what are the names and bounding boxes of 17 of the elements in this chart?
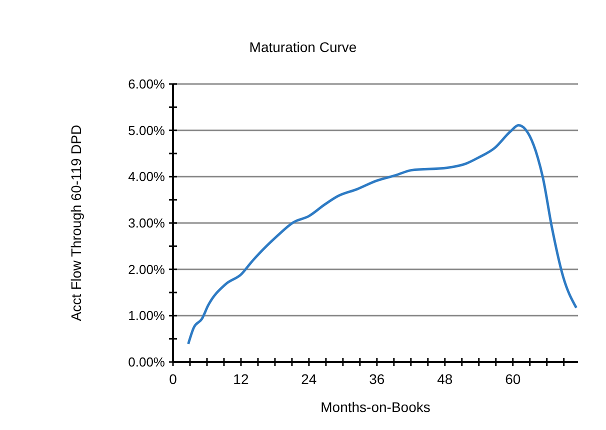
y-tick-label: 2.00% [128,262,166,277]
y-tick-label: 4.00% [128,169,166,184]
y-tick-label: 6.00% [128,76,166,92]
y-tick-label: 0.00% [128,354,166,370]
x-tick-label: 48 [437,371,453,387]
x-axis-title: Months-on-Books [320,399,430,415]
y-tick-label: 3.00% [128,216,166,231]
chart-title: Maturation Curve [249,39,357,55]
y-axis-title: Acct Flow Through 60-119 DPD [68,124,84,322]
y-tick-label: 1.00% [128,308,166,324]
y-tick-label: 5.00% [128,122,166,138]
line-series [187,124,578,346]
x-tick-label: 36 [369,371,385,387]
x-tick-label: 60 [505,371,521,387]
x-tick-label: 12 [233,371,249,387]
x-tick-label: 24 [301,371,317,387]
x-tick-label: 0 [169,371,178,387]
